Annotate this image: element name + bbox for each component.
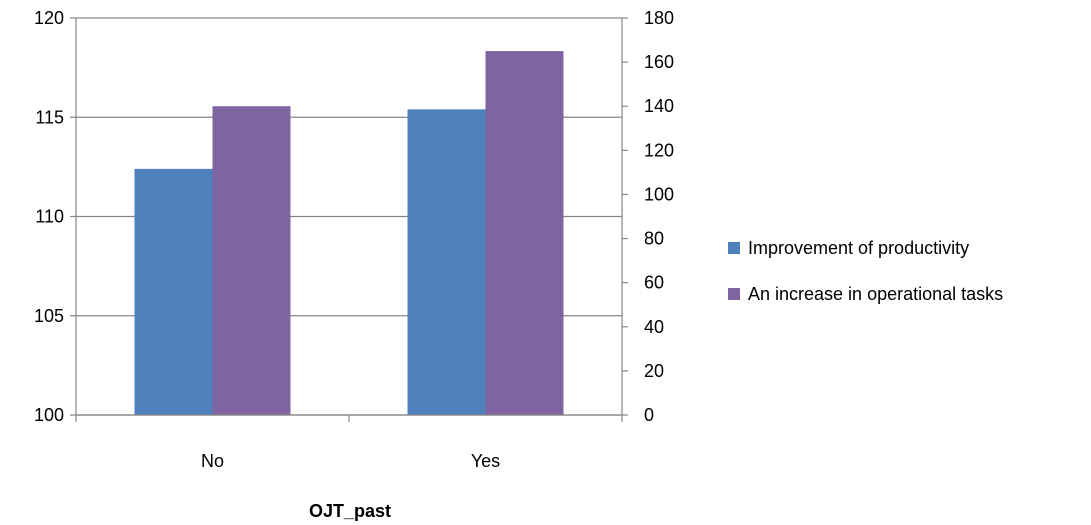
category-label-yes: Yes (471, 451, 500, 471)
legend-swatch-2 (728, 288, 740, 300)
right-tick-label-180: 180 (644, 8, 674, 28)
legend: Improvement of productivity An increase i… (728, 238, 1003, 304)
category-label-no: No (201, 451, 224, 471)
right-tick-label-0: 0 (644, 405, 654, 425)
axes (70, 17, 628, 422)
right-tick-label-40: 40 (644, 317, 664, 337)
left-tick-label-100: 100 (34, 405, 64, 425)
legend-swatch-1 (728, 242, 740, 254)
legend-label-1: Improvement of productivity (748, 238, 969, 258)
right-tick-label-60: 60 (644, 273, 664, 293)
x-axis-title: OJT_past (309, 501, 391, 521)
category-labels: No Yes (201, 451, 500, 471)
left-tick-label-105: 105 (34, 306, 64, 326)
legend-label-2: An increase in operational tasks (748, 284, 1003, 304)
right-tick-label-80: 80 (644, 229, 664, 249)
left-tick-label-110: 110 (35, 207, 64, 227)
right-axis-tick-labels: 0 20 40 60 80 100 120 140 160 180 (644, 8, 674, 425)
right-tick-label-100: 100 (644, 184, 674, 204)
right-tick-label-120: 120 (644, 140, 674, 160)
right-tick-label-20: 20 (644, 361, 664, 381)
left-tick-label-115: 115 (35, 107, 64, 127)
left-tick-label-120: 120 (34, 8, 64, 28)
bar-no-series-2 (212, 106, 291, 415)
right-tick-label-140: 140 (644, 96, 674, 116)
bar-yes-series-2 (485, 51, 564, 415)
bar-no-series-1 (134, 168, 213, 415)
bar-yes-series-1 (407, 109, 486, 415)
bars (134, 51, 564, 415)
right-tick-label-160: 160 (644, 52, 674, 72)
left-axis-tick-labels: 100 105 110 115 120 (34, 8, 64, 425)
